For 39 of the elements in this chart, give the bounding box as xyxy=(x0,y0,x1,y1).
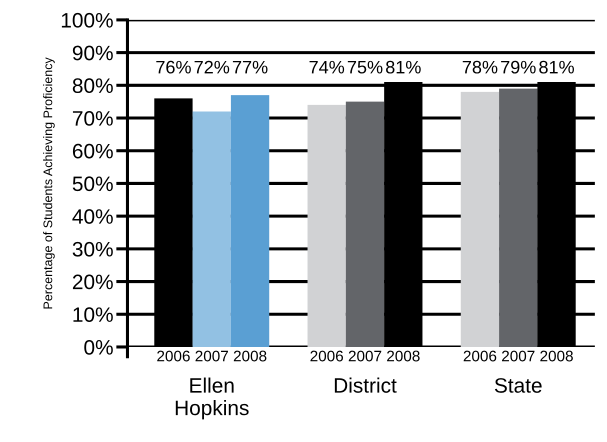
text: 2008 xyxy=(540,350,573,362)
bar xyxy=(346,102,384,347)
series-label: 2007 xyxy=(196,350,228,362)
y-axis-title: Percentage of Students Achieving Proficiency xyxy=(43,57,55,309)
bar xyxy=(192,111,231,347)
y-tick-label: 0% xyxy=(84,340,113,355)
bar xyxy=(230,95,270,347)
data-label: 76% xyxy=(156,60,191,74)
data-label: 81% xyxy=(539,60,574,74)
data-label: 77% xyxy=(232,60,268,74)
bar xyxy=(499,88,538,347)
data-label: 74% xyxy=(310,60,344,74)
text: 2007 xyxy=(502,350,534,362)
data-label: 79% xyxy=(501,60,536,74)
y-tick-label: 40% xyxy=(72,209,113,224)
text: 2006 xyxy=(464,350,496,362)
bar xyxy=(460,92,500,347)
series-label: 2006 xyxy=(157,350,190,362)
y-tick-label: 80% xyxy=(72,78,113,94)
y-tick-label: 60% xyxy=(72,144,113,158)
y-tick-label: 20% xyxy=(72,274,113,290)
y-tick-label: 90% xyxy=(72,46,113,60)
x-tick-label: State xyxy=(494,378,542,393)
text: 2007 xyxy=(348,350,382,362)
series-label: 2008 xyxy=(234,350,266,362)
data-label: 81% xyxy=(386,60,421,74)
y-tick-label: 70% xyxy=(72,111,113,126)
y-tick-label: 30% xyxy=(72,242,113,257)
data-label: 72% xyxy=(194,60,230,74)
text: 2008 xyxy=(387,350,420,362)
data-label: 75% xyxy=(348,60,382,74)
x-tick-label: Ellen Hopkins xyxy=(176,378,249,420)
y-tick-label: 100% xyxy=(62,12,113,28)
y-tick-label: 50% xyxy=(72,176,113,192)
y-tick-label: 10% xyxy=(73,307,113,322)
data-label: 78% xyxy=(462,60,498,74)
x-tick-label: District xyxy=(334,378,397,393)
bar xyxy=(308,104,346,347)
text: 2006 xyxy=(310,350,344,362)
